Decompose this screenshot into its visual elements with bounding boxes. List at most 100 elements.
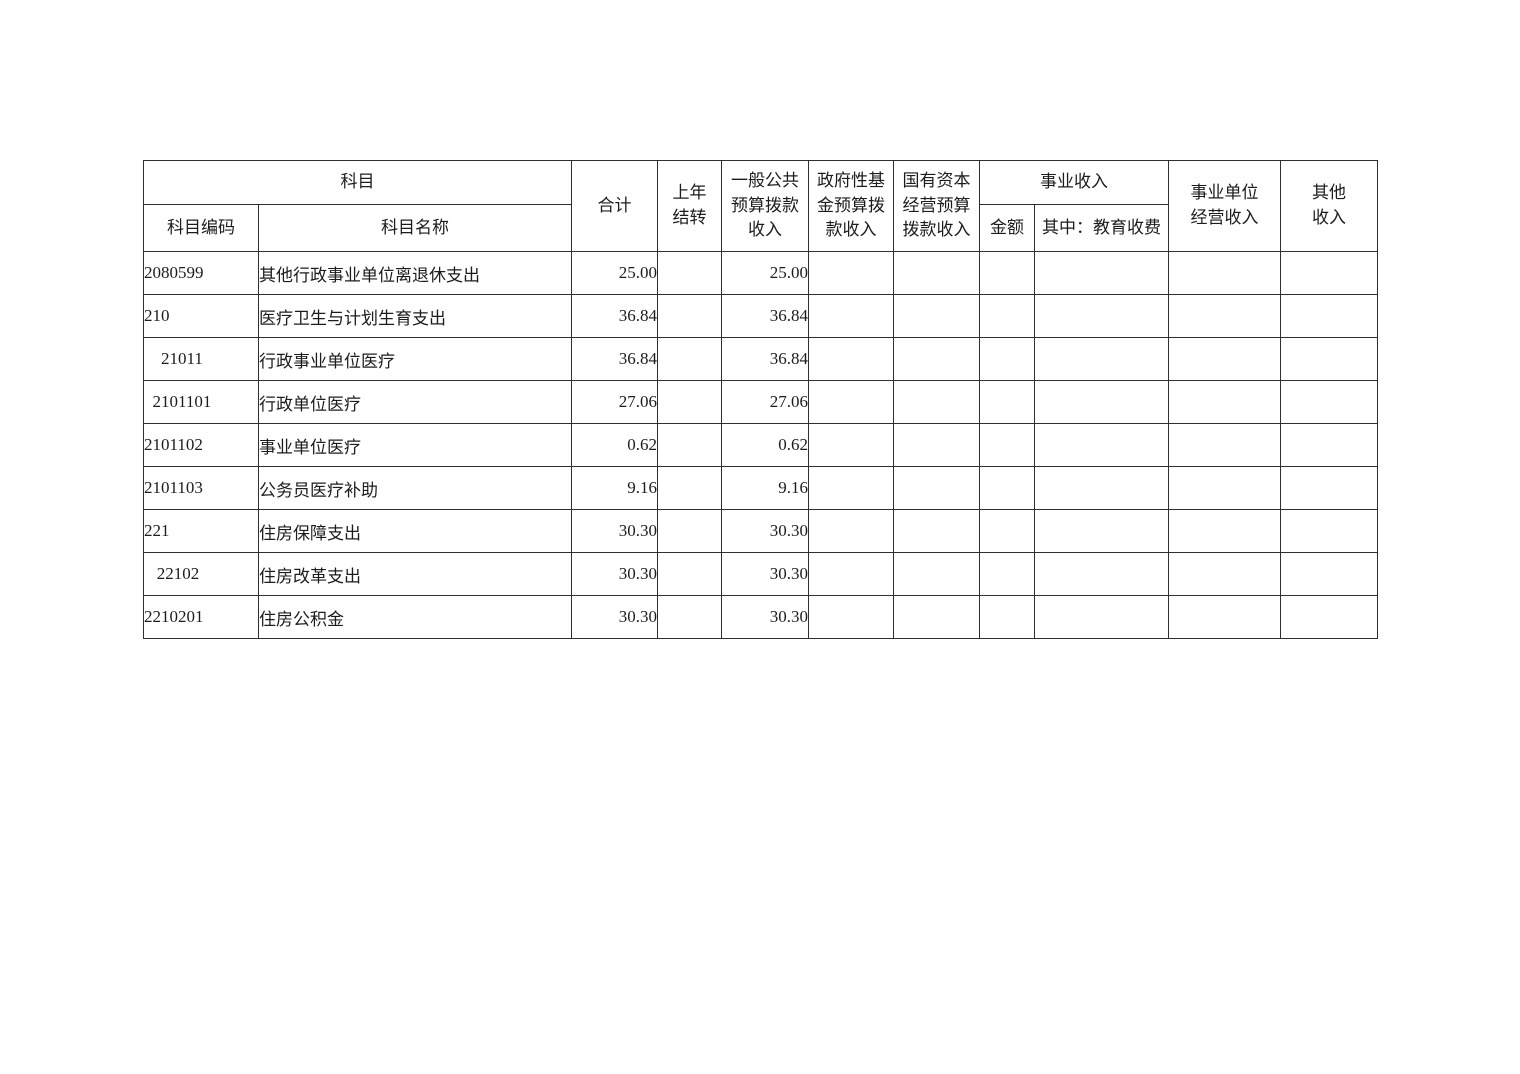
table-row: 210 医疗卫生与计划生育支出 36.84 36.84 <box>143 294 1378 338</box>
header-subject-name: 科目名称 <box>258 204 572 252</box>
cell-subject-name: 其他行政事业单位离退休支出 <box>258 251 572 295</box>
header-gov-fund-income: 政府性基 金预算拨 款收入 <box>808 160 894 252</box>
header-other-income: 其他 收入 <box>1280 160 1378 252</box>
cell-other-income <box>1280 294 1378 338</box>
header-subject-code: 科目编码 <box>143 204 259 252</box>
table-row: 2101102 事业单位医疗 0.62 0.62 <box>143 423 1378 467</box>
cell-gov-fund-income <box>808 423 894 467</box>
cell-total: 30.30 <box>571 509 658 553</box>
cell-subject-name: 医疗卫生与计划生育支出 <box>258 294 572 338</box>
table-row: 21011 行政事业单位医疗 36.84 36.84 <box>143 337 1378 381</box>
cell-general-budget-income: 30.30 <box>721 509 809 553</box>
cell-state-capital-income <box>893 423 980 467</box>
cell-general-budget-income: 27.06 <box>721 380 809 424</box>
cell-business-amount <box>979 509 1035 553</box>
cell-education-fee <box>1034 509 1169 553</box>
header-subject: 科目 <box>143 160 572 205</box>
header-business-income: 事业收入 <box>979 160 1169 205</box>
cell-other-income <box>1280 380 1378 424</box>
cell-state-capital-income <box>893 595 980 639</box>
cell-business-amount <box>979 251 1035 295</box>
cell-subject-code: 2210201 <box>143 595 259 639</box>
cell-education-fee <box>1034 552 1169 596</box>
cell-subject-code: 21011 <box>143 337 259 381</box>
header-general-budget-income: 一般公共 预算拨款 收入 <box>721 160 809 252</box>
cell-total: 36.84 <box>571 337 658 381</box>
cell-carryover <box>657 337 722 381</box>
cell-state-capital-income <box>893 552 980 596</box>
cell-operating-income <box>1168 380 1281 424</box>
cell-subject-code: 210 <box>143 294 259 338</box>
cell-other-income <box>1280 466 1378 510</box>
header-business-amount: 金额 <box>979 204 1035 252</box>
cell-subject-name: 事业单位医疗 <box>258 423 572 467</box>
cell-carryover <box>657 380 722 424</box>
cell-subject-code: 221 <box>143 509 259 553</box>
table-row: 2080599 其他行政事业单位离退休支出 25.00 25.00 <box>143 251 1378 295</box>
cell-business-amount <box>979 294 1035 338</box>
cell-business-amount <box>979 423 1035 467</box>
cell-subject-code: 2080599 <box>143 251 259 295</box>
cell-other-income <box>1280 595 1378 639</box>
cell-carryover <box>657 509 722 553</box>
cell-education-fee <box>1034 466 1169 510</box>
cell-gov-fund-income <box>808 251 894 295</box>
cell-subject-code: 22102 <box>143 552 259 596</box>
cell-business-amount <box>979 552 1035 596</box>
cell-operating-income <box>1168 337 1281 381</box>
cell-subject-name: 公务员医疗补助 <box>258 466 572 510</box>
header-state-capital-income: 国有资本 经营预算 拨款收入 <box>893 160 980 252</box>
cell-other-income <box>1280 552 1378 596</box>
cell-state-capital-income <box>893 466 980 510</box>
cell-general-budget-income: 30.30 <box>721 595 809 639</box>
cell-education-fee <box>1034 294 1169 338</box>
cell-general-budget-income: 36.84 <box>721 337 809 381</box>
cell-subject-code: 2101101 <box>143 380 259 424</box>
cell-subject-name: 住房公积金 <box>258 595 572 639</box>
cell-state-capital-income <box>893 380 980 424</box>
cell-gov-fund-income <box>808 552 894 596</box>
cell-subject-code: 2101103 <box>143 466 259 510</box>
cell-carryover <box>657 466 722 510</box>
cell-gov-fund-income <box>808 466 894 510</box>
cell-operating-income <box>1168 423 1281 467</box>
cell-education-fee <box>1034 595 1169 639</box>
cell-total: 30.30 <box>571 552 658 596</box>
cell-subject-code: 2101102 <box>143 423 259 467</box>
cell-carryover <box>657 251 722 295</box>
header-operating-income: 事业单位 经营收入 <box>1168 160 1281 252</box>
cell-gov-fund-income <box>808 337 894 381</box>
cell-total: 36.84 <box>571 294 658 338</box>
cell-state-capital-income <box>893 294 980 338</box>
table-row: 221 住房保障支出 30.30 30.30 <box>143 509 1378 553</box>
table-body: 2080599 其他行政事业单位离退休支出 25.00 25.00 210 医疗… <box>143 251 1378 639</box>
header-total: 合计 <box>571 160 658 252</box>
table-row: 22102 住房改革支出 30.30 30.30 <box>143 552 1378 596</box>
cell-other-income <box>1280 337 1378 381</box>
cell-gov-fund-income <box>808 509 894 553</box>
table-header: 科目 合计 上年 结转 一般公共 预算拨款 收入 政府性基 金预算拨 款收入 国… <box>143 160 1378 252</box>
table-row: 2210201 住房公积金 30.30 30.30 <box>143 595 1378 639</box>
cell-subject-name: 住房改革支出 <box>258 552 572 596</box>
cell-operating-income <box>1168 466 1281 510</box>
cell-business-amount <box>979 380 1035 424</box>
cell-other-income <box>1280 423 1378 467</box>
cell-education-fee <box>1034 251 1169 295</box>
cell-general-budget-income: 30.30 <box>721 552 809 596</box>
cell-general-budget-income: 0.62 <box>721 423 809 467</box>
cell-business-amount <box>979 337 1035 381</box>
cell-subject-name: 行政事业单位医疗 <box>258 337 572 381</box>
cell-state-capital-income <box>893 337 980 381</box>
budget-income-table: 科目 合计 上年 结转 一般公共 预算拨款 收入 政府性基 金预算拨 款收入 国… <box>143 160 1378 639</box>
table-row: 2101101 行政单位医疗 27.06 27.06 <box>143 380 1378 424</box>
cell-gov-fund-income <box>808 380 894 424</box>
cell-total: 27.06 <box>571 380 658 424</box>
cell-business-amount <box>979 595 1035 639</box>
cell-carryover <box>657 294 722 338</box>
cell-other-income <box>1280 509 1378 553</box>
cell-operating-income <box>1168 509 1281 553</box>
cell-general-budget-income: 25.00 <box>721 251 809 295</box>
cell-subject-name: 行政单位医疗 <box>258 380 572 424</box>
cell-operating-income <box>1168 294 1281 338</box>
